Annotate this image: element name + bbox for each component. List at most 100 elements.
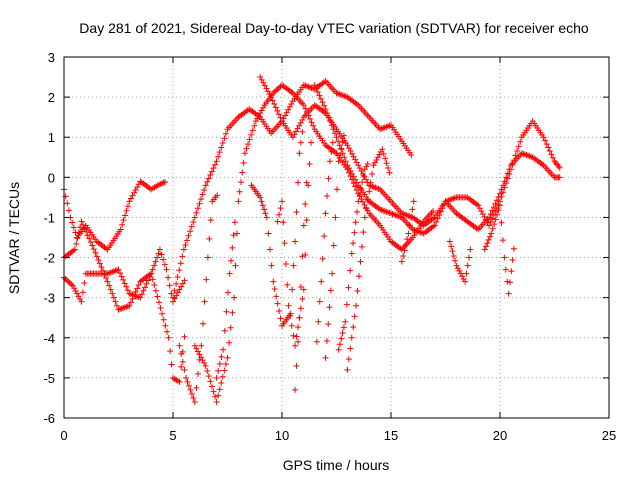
y-tick-label: 2 [48,90,55,105]
data-point [300,222,307,229]
data-point [556,174,563,181]
data-point [508,268,515,275]
data-point [107,286,114,293]
data-point [204,254,211,261]
data-point [351,229,358,236]
data-point [198,342,205,349]
data-point [193,345,200,352]
data-point [152,287,159,294]
data-point [161,261,168,268]
data-point [357,258,364,265]
data-point [361,173,368,180]
data-point [279,198,285,205]
data-point [122,212,129,219]
data-point [160,179,167,186]
data-point [71,246,78,253]
y-tick-label: 3 [48,50,55,65]
data-point [274,86,281,93]
data-point [510,245,517,252]
data-point [74,290,81,297]
data-point [349,150,356,157]
series-sat-m [313,139,336,345]
data-point [231,294,238,301]
data-point [264,88,271,95]
series-sat-i [213,219,238,381]
data-point [317,95,324,102]
data-point [181,277,188,284]
data-point [449,248,456,255]
data-point [280,219,287,226]
data-point [478,208,485,215]
data-point [487,219,494,226]
data-point [151,282,158,289]
data-point [213,158,220,165]
data-point [229,244,236,251]
data-point [352,219,359,226]
data-point [100,267,107,274]
data-point [232,262,239,269]
data-point [76,296,83,303]
data-point [497,190,503,197]
data-point [284,281,291,288]
data-point [287,312,294,319]
data-point [463,270,470,277]
data-point [117,270,124,277]
data-point [327,287,334,294]
x-tick-label: 20 [493,428,507,443]
data-point [349,176,356,183]
data-point [154,182,161,189]
data-point [177,260,184,267]
data-point [185,232,192,239]
data-point [245,141,252,148]
data-point [98,264,105,271]
data-point [212,393,219,400]
data-point [81,279,88,286]
data-point [204,368,211,375]
data-point [248,131,255,138]
data-point [78,218,85,225]
data-point [333,134,340,141]
data-point [268,262,275,269]
data-point [350,240,357,247]
data-point [196,351,203,358]
data-point [321,233,328,240]
data-point [343,301,350,308]
data-point [179,358,186,365]
data-point [545,144,552,151]
data-point [409,206,416,213]
data-point [342,318,349,325]
data-point [430,208,437,215]
data-point [235,198,242,205]
data-point [62,275,69,282]
data-point [300,102,307,109]
data-point [313,85,320,92]
data-point [196,200,203,207]
data-point [110,294,117,301]
data-point [340,324,347,331]
data-point [207,172,214,179]
data-point [196,356,203,363]
data-point [398,258,405,265]
data-point [119,221,126,228]
data-point [329,270,336,277]
data-point [386,169,393,176]
data-point [495,193,502,200]
data-point [226,270,233,277]
data-point [382,155,389,162]
data-point [201,359,208,366]
series-sat-a [61,178,169,253]
data-point [335,158,342,165]
y-tick-label: -1 [43,210,55,225]
data-point [354,287,361,294]
data-point [118,273,125,280]
data-point [453,262,460,269]
data-point [446,238,453,245]
data-point [360,229,367,236]
data-point [267,246,274,253]
data-point [292,238,299,245]
data-point [501,254,508,261]
data-point [300,286,307,293]
data-point [124,287,131,294]
data-point [351,313,358,320]
data-point [155,299,162,306]
